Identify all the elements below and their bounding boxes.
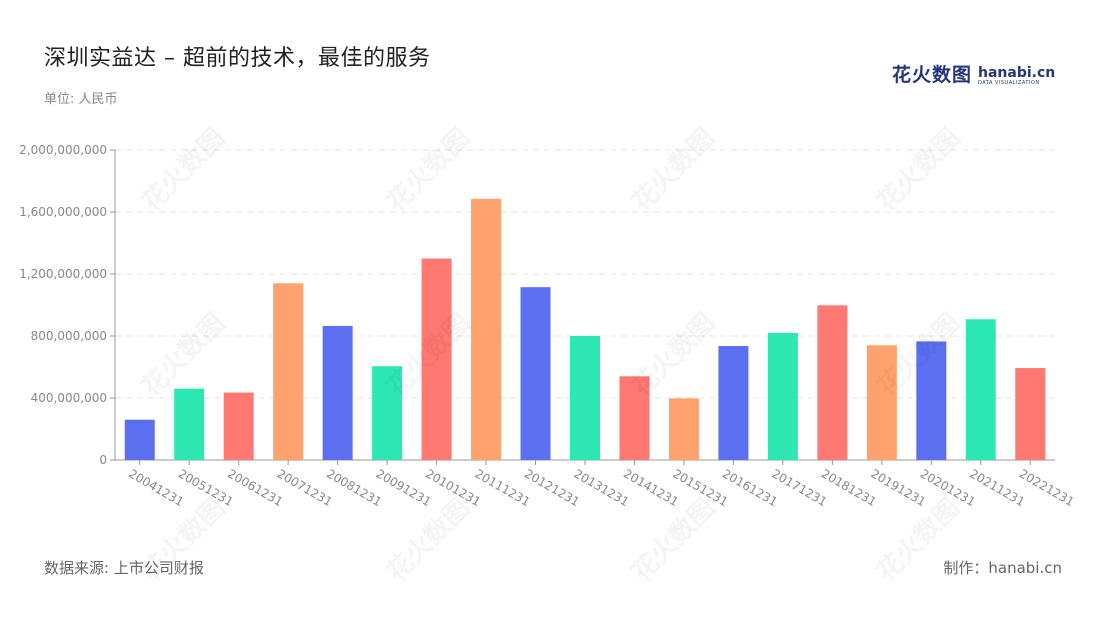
- x-tick-label: 20131231: [572, 466, 632, 509]
- x-tick-label: 20181231: [819, 466, 879, 509]
- chart-title: 深圳实益达 – 超前的技术，最佳的服务: [44, 46, 431, 71]
- x-tick-label: 20171231: [769, 466, 829, 509]
- x-tick-label: 20151231: [670, 466, 730, 509]
- logo-text-en-block: hanabi.cn DATA VISUALIZATION: [978, 66, 1055, 87]
- x-tick-label: 20201231: [918, 466, 978, 509]
- x-tick-label: 20161231: [720, 466, 780, 509]
- bar-20041231: [124, 419, 155, 460]
- credit-label[interactable]: 制作：hanabi.cn: [943, 559, 1062, 577]
- data-source: 数据来源: 上市公司财报: [44, 559, 204, 577]
- bar-20201231: [916, 341, 947, 460]
- logo-text-en: hanabi.cn: [978, 65, 1056, 81]
- x-tick-label: 20111231: [473, 466, 533, 509]
- brand-logo[interactable]: 花火数图 hanabi.cn DATA VISUALIZATION: [892, 60, 1055, 87]
- logo-text-cn: 花火数图: [892, 64, 973, 86]
- y-tick-label: 800,000,000: [31, 329, 107, 343]
- x-tick-label: 20101231: [423, 466, 483, 509]
- bar-20141231: [619, 376, 650, 460]
- bar-20121231: [520, 287, 551, 460]
- x-tick-label: 20071231: [275, 466, 335, 509]
- x-tick-label: 20041231: [126, 466, 186, 509]
- y-tick-label: 2,000,000,000: [19, 143, 107, 157]
- bar-20091231: [372, 366, 403, 460]
- bar-20161231: [718, 346, 749, 460]
- x-tick-label: 20221231: [1017, 466, 1077, 509]
- y-tick-label: 1,600,000,000: [19, 205, 107, 219]
- bar-20181231: [817, 305, 848, 460]
- x-tick-label: 20051231: [176, 466, 236, 509]
- logo-subtitle: DATA VISUALIZATION: [978, 80, 1040, 86]
- bar-20151231: [668, 398, 699, 460]
- bar-20051231: [174, 388, 205, 460]
- bar-20191231: [866, 345, 897, 460]
- x-tick-label: 20061231: [225, 466, 285, 509]
- y-tick-label: 0: [99, 453, 107, 467]
- x-tick-label: 20141231: [621, 466, 681, 509]
- bar-20131231: [570, 336, 600, 460]
- bar-20071231: [273, 283, 304, 460]
- bar-20171231: [767, 332, 798, 460]
- bar-20081231: [322, 325, 353, 460]
- x-tick-label: 20081231: [324, 466, 384, 509]
- y-tick-label: 1,200,000,000: [19, 267, 107, 281]
- unit-label: 单位: 人民币: [44, 92, 118, 107]
- bar-20111231: [471, 198, 502, 460]
- x-tick-label: 20121231: [522, 466, 582, 509]
- x-tick-label: 20191231: [868, 466, 928, 509]
- bar-20211231: [965, 319, 996, 460]
- x-tick-label: 20091231: [374, 466, 434, 509]
- y-tick-label: 400,000,000: [31, 391, 107, 405]
- bar-20061231: [223, 392, 254, 460]
- bar-20101231: [421, 258, 452, 460]
- x-tick-label: 20211231: [967, 466, 1027, 509]
- bar-20221231: [1015, 368, 1046, 460]
